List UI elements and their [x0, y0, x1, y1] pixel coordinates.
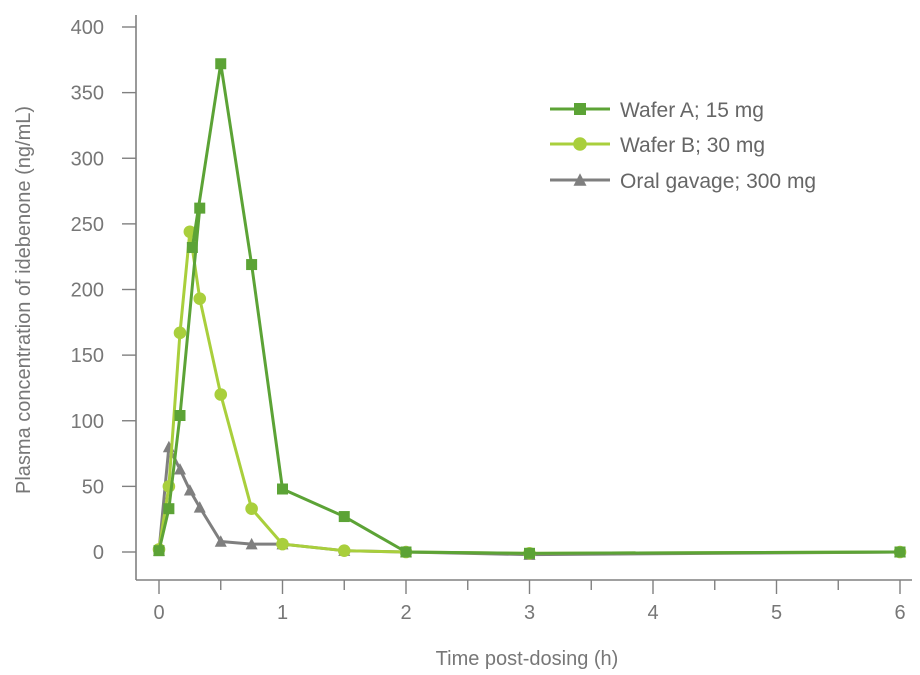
legend-label: Wafer A; 15 mg [620, 99, 764, 122]
data-point [163, 503, 175, 515]
axes: 0 50 100 150 200 250 300 350 400 0 1 2 3 4 5 6 [71, 15, 912, 624]
data-point [573, 173, 587, 186]
series-square [153, 58, 906, 559]
x-tick-label: 5 [771, 602, 782, 624]
data-point [277, 483, 288, 495]
x-tick-label: 0 [153, 602, 164, 624]
x-tick-label: 6 [894, 602, 905, 624]
data-point [173, 463, 186, 475]
y-tick-label: 200 [71, 280, 104, 302]
x-ticks: 0 1 2 3 4 5 6 [153, 580, 906, 624]
y-ticks: 0 50 100 150 200 250 300 350 400 [71, 17, 136, 564]
y-tick-label: 100 [71, 411, 104, 433]
x-tick-label: 2 [400, 602, 411, 624]
y-tick-label: 350 [71, 83, 104, 105]
data-point [153, 545, 165, 557]
x-axis-title: Time post-dosing (h) [436, 648, 619, 670]
series-triangle [153, 440, 906, 560]
y-tick-label: 0 [93, 542, 104, 564]
data-point [214, 388, 228, 401]
data-point [183, 484, 196, 496]
data-point [214, 535, 227, 547]
x-tick-label: 1 [277, 602, 288, 624]
legend-label: Oral gavage; 300 mg [620, 170, 816, 193]
data-point [246, 259, 258, 271]
data-point [524, 547, 535, 559]
x-tick-label: 4 [647, 602, 658, 624]
data-point [245, 502, 258, 515]
data-point [193, 501, 206, 513]
data-point [193, 292, 207, 305]
data-point [400, 546, 412, 558]
legend-item: Wafer B; 30 mg [550, 134, 765, 157]
data-point [174, 410, 186, 421]
data-point [276, 537, 289, 551]
data-point [215, 58, 227, 70]
x-tick-label: 3 [524, 602, 535, 624]
data-point [337, 544, 351, 557]
data-point [338, 511, 350, 523]
y-tick-label: 50 [82, 476, 104, 498]
series-line [157, 62, 901, 555]
data-point [245, 537, 258, 550]
legend: Wafer A; 15 mg Wafer B; 30 mg Oral gavage;… [550, 99, 816, 193]
data-point [173, 326, 187, 340]
data-point [186, 242, 198, 253]
data-point [574, 103, 586, 115]
data-point [894, 546, 906, 558]
series-line [157, 445, 901, 557]
data-point [573, 137, 587, 151]
y-tick-label: 400 [71, 17, 104, 39]
series-circle [152, 225, 907, 560]
y-tick-label: 150 [71, 345, 104, 367]
series-layer [152, 58, 907, 560]
legend-item: Oral gavage; 300 mg [550, 170, 816, 193]
y-tick-label: 250 [71, 214, 104, 236]
data-point [194, 202, 206, 214]
legend-item: Wafer A; 15 mg [550, 99, 764, 122]
y-axis-title: Plasma concentration of idebenone (ng/mL… [13, 106, 35, 494]
y-tick-label: 300 [71, 148, 104, 170]
legend-label: Wafer B; 30 mg [620, 134, 765, 157]
